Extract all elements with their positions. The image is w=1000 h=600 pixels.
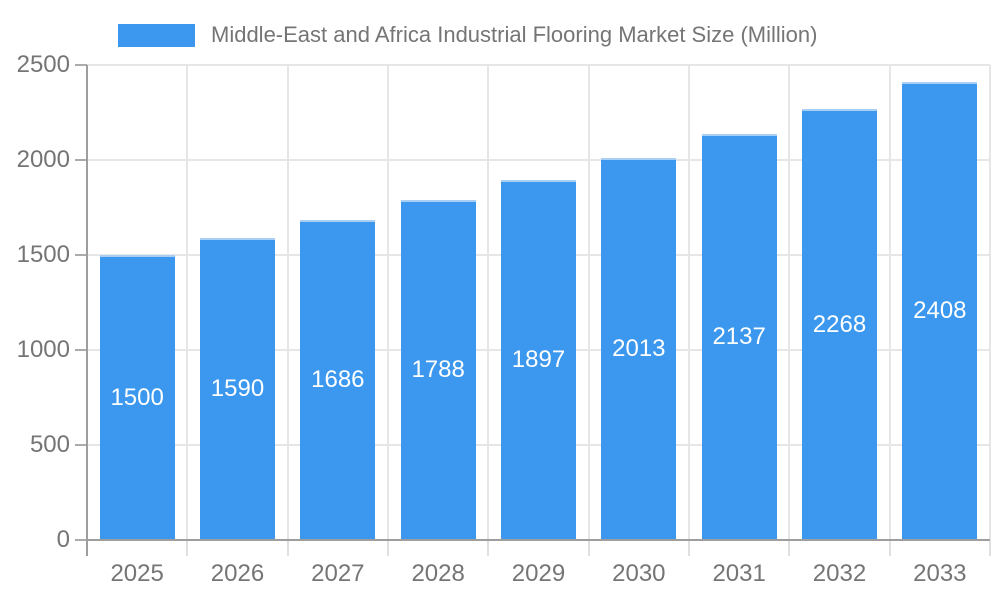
x-axis-tick: [688, 540, 690, 556]
y-axis-line: [86, 65, 88, 556]
x-axis-line: [87, 539, 990, 541]
bar-value-label: 2268: [812, 310, 867, 338]
x-axis-label: 2031: [712, 560, 766, 587]
legend-label: Middle-East and Africa Industrial Floori…: [211, 22, 818, 47]
y-axis-tick: [75, 159, 87, 161]
bar-2030[interactable]: [601, 157, 677, 540]
x-axis-tick: [989, 540, 991, 556]
bar-value-label: 2408: [913, 297, 967, 325]
x-gridline: [487, 65, 490, 540]
x-axis-tick: [888, 540, 891, 556]
y-axis-label: 2500: [16, 51, 70, 78]
bar-value-label: 1686: [311, 365, 365, 393]
y-axis-tick: [75, 64, 87, 66]
y-axis-label: 1000: [16, 336, 70, 363]
x-gridline: [587, 65, 590, 540]
x-axis-label: 2025: [110, 560, 164, 587]
x-axis-tick: [286, 540, 289, 556]
x-axis-label: 2028: [411, 560, 465, 587]
x-axis-tick: [186, 540, 189, 556]
bar-value-label: 1590: [210, 374, 265, 402]
x-axis-label: 2026: [210, 560, 265, 587]
chart-legend: Middle-East and Africa Industrial Floori…: [118, 22, 817, 48]
bar-2026[interactable]: [200, 237, 275, 540]
x-axis-tick: [487, 540, 490, 556]
y-axis-label: 500: [29, 431, 70, 458]
x-gridline: [688, 65, 690, 540]
bar-value-label: 2137: [712, 322, 766, 350]
x-axis-label: 2032: [812, 560, 867, 587]
bar-2028[interactable]: [400, 200, 476, 540]
x-axis-label: 2027: [311, 560, 365, 587]
bar-2031[interactable]: [701, 133, 777, 540]
y-gridline: [87, 64, 990, 66]
x-axis-tick: [387, 540, 389, 556]
bar-2027[interactable]: [300, 219, 376, 540]
bar-value-label: 2013: [612, 334, 666, 362]
bar-value-label: 1897: [511, 345, 566, 373]
x-gridline: [888, 65, 891, 540]
bar-value-label: 1500: [110, 383, 164, 411]
y-axis-tick: [75, 539, 87, 541]
bar-2029[interactable]: [501, 179, 576, 540]
y-axis-label: 2000: [16, 146, 70, 173]
x-axis-label: 2033: [913, 560, 967, 587]
x-gridline: [788, 65, 791, 540]
bar-value-label: 1788: [411, 356, 465, 384]
bar-2032[interactable]: [802, 109, 877, 540]
y-axis-tick: [75, 349, 87, 351]
y-axis-tick: [75, 444, 87, 446]
x-axis-label: 2029: [511, 560, 566, 587]
bar-2025[interactable]: [99, 255, 175, 540]
x-gridline: [989, 65, 991, 540]
x-axis-tick: [587, 540, 590, 556]
y-axis-tick: [75, 254, 87, 256]
y-gridline: [87, 159, 990, 161]
y-axis-label: 1500: [16, 241, 70, 268]
x-axis-tick: [788, 540, 791, 556]
x-axis-label: 2030: [612, 560, 666, 587]
legend-swatch: [118, 23, 195, 47]
x-gridline: [286, 65, 289, 540]
x-gridline: [387, 65, 389, 540]
bar-2033[interactable]: [902, 82, 978, 540]
x-gridline: [186, 65, 189, 540]
y-axis-label: 0: [56, 526, 70, 553]
